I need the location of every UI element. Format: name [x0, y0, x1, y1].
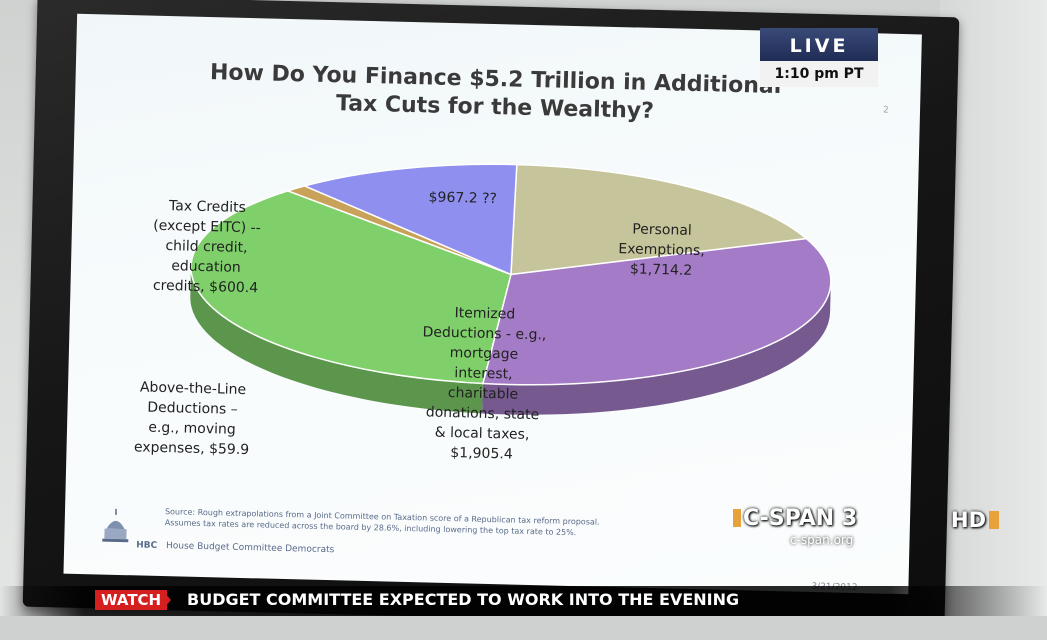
ticker-arrow-icon [162, 590, 171, 610]
monitor-frame: How Do You Finance $5.2 Trillion in Addi… [22, 0, 960, 630]
slice-label-itemized-deductions: Itemized Deductions - e.g., mortgage int… [422, 305, 547, 463]
news-ticker [0, 586, 1047, 616]
hbc-logo-text: HBC [136, 540, 158, 551]
hd-badge: HD [951, 508, 1000, 532]
hd-label: HD [951, 508, 987, 532]
pie-slice-itemized-deductions [190, 190, 512, 385]
pie-chart [190, 163, 832, 415]
capitol-logo-icon [102, 508, 129, 543]
background-wall [940, 0, 1047, 640]
pie-slice-personal-exemptions [481, 237, 832, 386]
network-url: c-span.org [790, 533, 854, 547]
ticker-headline: BUDGET COMMITTEE EXPECTED TO WORK INTO T… [187, 590, 740, 609]
slice-label-unknown: $967.2 ?? [428, 189, 498, 208]
bottom-wall [0, 616, 1047, 640]
slice-label-above-the-line: Above-the-Line Deductions – e.g., moving… [133, 379, 250, 459]
live-badge: LIVE 1:10 pm PT [760, 28, 878, 90]
slice-label-tax-credits: Tax Credits (except EITC) -- child credi… [152, 198, 261, 297]
network-name: C-SPAN 3 [743, 506, 858, 531]
live-time: 1:10 pm PT [760, 61, 878, 87]
ticker-tag: WATCH [95, 590, 168, 610]
hd-bar-icon [989, 511, 1000, 529]
live-label: LIVE [760, 28, 878, 61]
pie-side-personal-exemptions [482, 282, 831, 415]
pie-slice-tax-credits [302, 163, 518, 276]
slide-screen: How Do You Finance $5.2 Trillion in Addi… [63, 13, 922, 595]
network-logo-bar-icon [733, 509, 741, 527]
network-logo: C-SPAN 3 [733, 506, 857, 531]
slice-label-personal-exemptions: Personal Exemptions, $1,714.2 [618, 221, 705, 279]
